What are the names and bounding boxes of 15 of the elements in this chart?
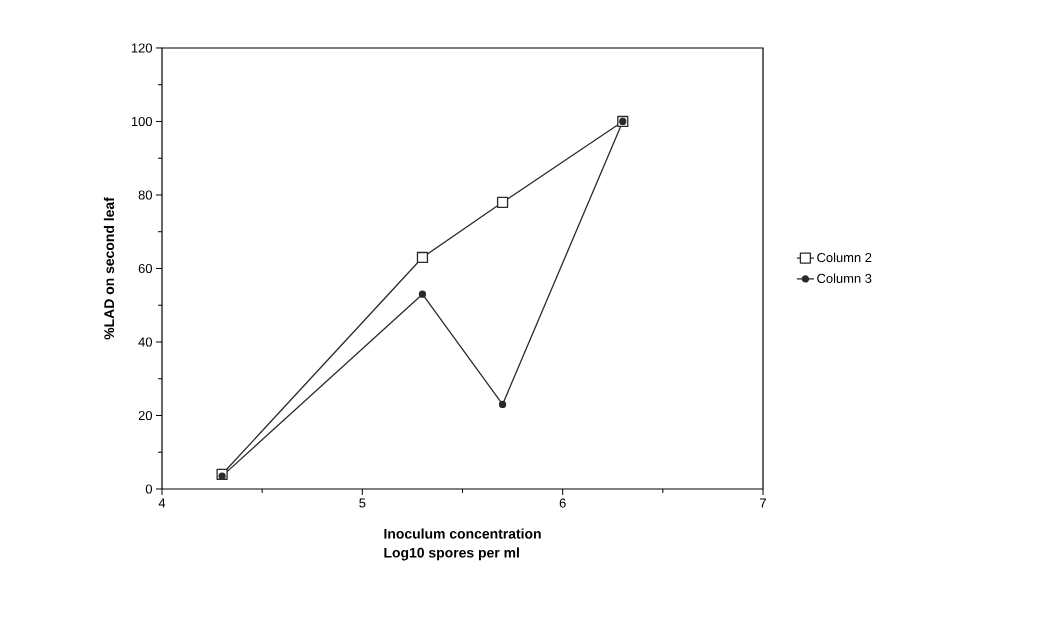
y-tick-label: 20	[138, 410, 153, 421]
y-tick-label: 120	[131, 43, 153, 53]
x-tick-label: 5	[359, 498, 366, 508]
y-tick-label: 100	[131, 116, 153, 127]
y-tick-label: 40	[138, 337, 153, 347]
x-tick-label: 4	[158, 498, 166, 508]
x-axis-title: Inoculum concentration Log10 spores per ml	[384, 528, 541, 561]
y-tick-label: 60	[138, 263, 153, 274]
x-tick-label: 6	[559, 498, 566, 508]
x-tick-label: 7	[760, 498, 766, 508]
legend-label: Column 3	[817, 273, 872, 283]
y-tick-label: 80	[138, 190, 153, 200]
legend-label: Column 2	[817, 252, 872, 263]
y-axis-title: %LAD on second leaf	[103, 197, 115, 340]
y-tick-label: 0	[145, 484, 153, 494]
